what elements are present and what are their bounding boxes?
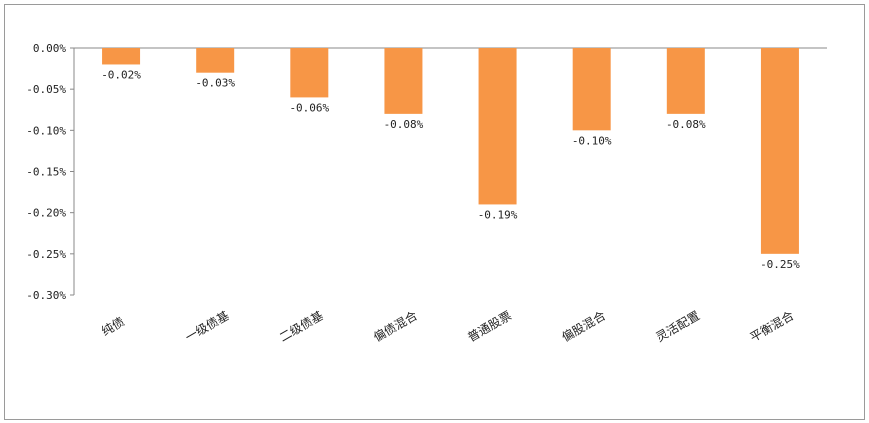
bar bbox=[760, 48, 799, 254]
category-labels: 纯债 一级债基 二级债基 偏债混合 普通股票 偏股混合 灵活配置 平衡混合 bbox=[99, 308, 796, 345]
y-tick-label: -0.05% bbox=[26, 83, 66, 96]
bar bbox=[290, 48, 329, 98]
bar bbox=[102, 48, 141, 65]
data-label: -0.10% bbox=[572, 134, 612, 147]
category-label: 一级债基 bbox=[183, 308, 232, 344]
bar bbox=[478, 48, 517, 205]
bar bbox=[572, 48, 611, 131]
category-label: 偏债混合 bbox=[371, 308, 420, 345]
y-tick-label: -0.20% bbox=[26, 207, 66, 220]
category-label: 纯债 bbox=[99, 314, 127, 338]
data-label: -0.19% bbox=[478, 208, 518, 221]
data-labels: -0.02% -0.03% -0.06% -0.08% -0.19% -0.10% -0.0… bbox=[101, 68, 800, 270]
y-tick-label: -0.15% bbox=[26, 166, 66, 179]
data-label: -0.02% bbox=[101, 68, 141, 81]
data-label: -0.06% bbox=[289, 101, 329, 114]
data-label: -0.03% bbox=[195, 77, 235, 90]
category-label: 二级债基 bbox=[277, 308, 326, 344]
y-tick-label: 0.00% bbox=[33, 42, 66, 55]
data-label: -0.08% bbox=[666, 118, 706, 131]
category-label: 平衡混合 bbox=[747, 308, 796, 345]
y-tick-label: -0.25% bbox=[26, 248, 66, 261]
y-tick-label: -0.10% bbox=[26, 124, 66, 137]
bar bbox=[384, 48, 423, 114]
data-label: -0.25% bbox=[760, 258, 800, 271]
bars bbox=[102, 48, 799, 254]
category-label: 普通股票 bbox=[465, 308, 514, 344]
category-label: 偏股混合 bbox=[559, 308, 608, 345]
bar bbox=[666, 48, 705, 114]
bar bbox=[196, 48, 235, 73]
axes: 0.00% -0.05% -0.10% -0.15% -0.20% -0.25% -0.30… bbox=[26, 42, 827, 302]
category-label: 灵活配置 bbox=[654, 308, 703, 344]
data-label: -0.08% bbox=[384, 118, 424, 131]
y-tick-label: -0.30% bbox=[26, 289, 66, 302]
chart-frame bbox=[4, 4, 865, 420]
